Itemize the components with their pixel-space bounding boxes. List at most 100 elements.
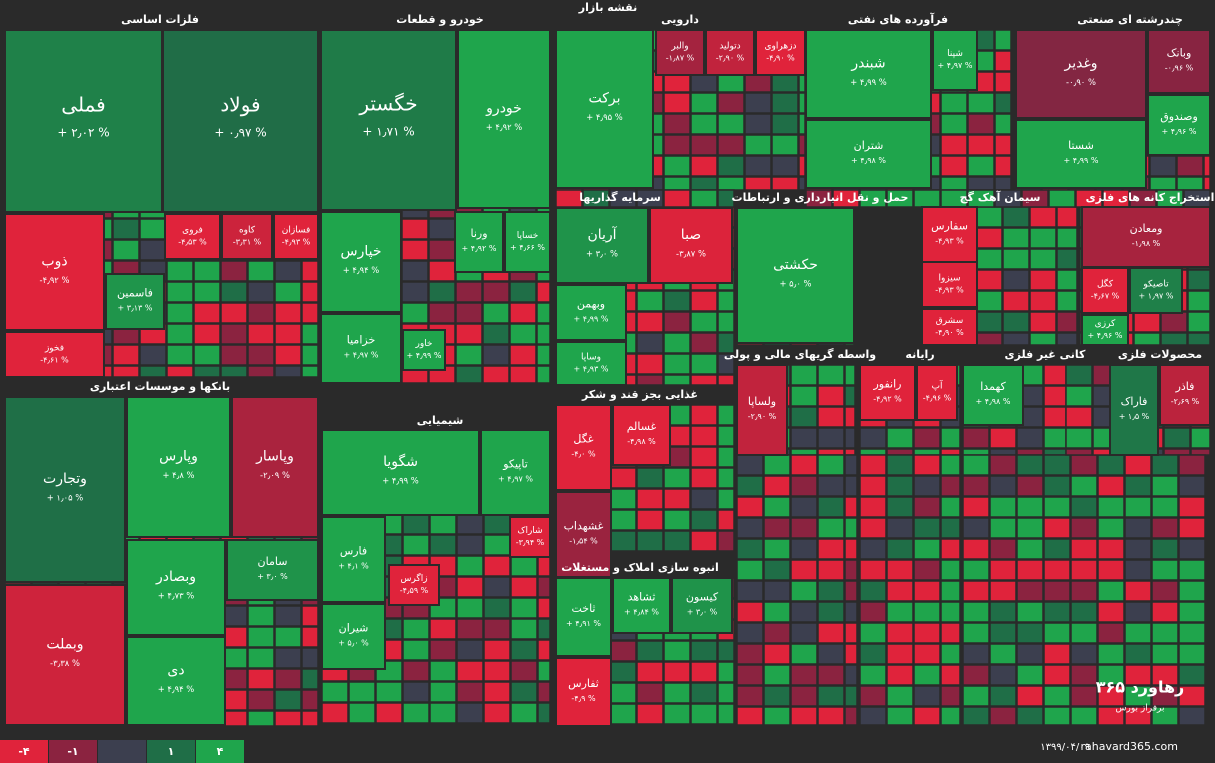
tile: تاصیکو + ۱٫۹۷ % (1129, 267, 1183, 314)
filler-cell (1097, 643, 1125, 665)
filler-cell (1178, 538, 1206, 560)
date: ۱۳۹۹/۰۴/۰۹ (1040, 742, 1090, 753)
tile-rect (1109, 364, 1159, 456)
filler-cell (913, 580, 941, 602)
tile: ولساپا -۲٫۹۰ % (736, 364, 788, 456)
tile-name: شاراک (517, 525, 542, 536)
filler-cell (967, 134, 995, 156)
filler-cell (509, 365, 537, 384)
tile-change: + ۱٫۹۷ % (1139, 291, 1174, 300)
tile-rect (805, 119, 932, 189)
tile-name: خودرو (485, 101, 522, 117)
filler-cell (456, 618, 484, 640)
tile: سشرق -۴٫۹۰ % (921, 308, 978, 346)
tile-rect (555, 284, 627, 341)
tile-name: ثفارس (568, 677, 599, 690)
filler-cell (1029, 227, 1057, 249)
filler-cell (940, 559, 961, 581)
filler-cell (348, 702, 376, 724)
filler-cell (166, 281, 194, 303)
tile-name: وبملت (46, 637, 83, 653)
filler-cell (456, 681, 484, 703)
filler-cell (636, 488, 664, 510)
filler-cell (663, 113, 691, 135)
tile-rect (932, 29, 978, 91)
filler-cell (1097, 454, 1125, 476)
filler-cell (736, 538, 764, 560)
filler-cell (1056, 248, 1078, 270)
filler-cell (717, 311, 735, 333)
filler-cell (989, 448, 1017, 456)
filler-cell (798, 92, 806, 114)
filler-cell (798, 155, 806, 177)
filler-cell (663, 661, 691, 683)
tile-change: -۴٫۹ % (571, 694, 596, 703)
tile-name: خاور (415, 339, 433, 349)
filler-cell (220, 281, 248, 303)
filler-cell (989, 706, 1017, 726)
filler-cell (790, 685, 818, 707)
tile-name: آریان (587, 226, 617, 243)
filler-cell (763, 496, 791, 518)
filler-cell (510, 660, 538, 682)
filler-cell (274, 344, 302, 366)
filler-cell (663, 703, 691, 725)
filler-cell (301, 260, 319, 282)
sector-title: شیمیایی (417, 414, 464, 427)
tile-change: -۰٫۹۰ % (1066, 77, 1096, 87)
tile-rect (321, 429, 480, 516)
filler-cell (790, 601, 818, 623)
filler-cell (817, 706, 845, 726)
filler-cell (537, 618, 551, 640)
legend-swatch (196, 740, 244, 763)
filler-cell (401, 260, 429, 282)
tile-change: -۴٫۹۲ % (873, 395, 902, 404)
filler-cell (1163, 427, 1191, 449)
filler-cell (1070, 496, 1098, 518)
tile-name: وصندوق (1160, 110, 1198, 123)
tile: غگل -۴٫۰ % (555, 404, 612, 491)
filler-cell (940, 538, 961, 560)
legend-swatch (147, 740, 195, 763)
tile-change: + ۴٫۹۴ % (343, 265, 380, 275)
legend-label: -۱ (67, 745, 78, 758)
filler-cell (962, 664, 990, 686)
filler-cell (1065, 406, 1093, 428)
filler-cell (1187, 332, 1211, 346)
filler-cell (483, 513, 511, 535)
tile: آریان + ۳٫۰ % (555, 207, 649, 284)
filler-cell (509, 302, 537, 324)
filler-cell (736, 496, 764, 518)
tile-rect (4, 396, 126, 583)
filler-cell (736, 664, 764, 686)
filler-cell (1097, 622, 1125, 644)
filler-cell (1178, 685, 1206, 707)
filler-cell (859, 664, 887, 686)
filler-cell (1097, 706, 1125, 726)
filler-cell (301, 647, 319, 669)
filler-cell (859, 559, 887, 581)
tile-name: کگل (1097, 277, 1114, 289)
tile-rect (164, 213, 221, 260)
filler-cell (1149, 155, 1177, 177)
filler-cell (1151, 496, 1179, 518)
tile-change: + ۱٫۷۱ % (362, 125, 414, 139)
tile-change: + ۴٫۹۴ % (158, 684, 195, 694)
filler-cell (1190, 448, 1211, 456)
tile-change: -۴٫۹۰ % (935, 328, 964, 337)
filler-cell (455, 281, 483, 303)
tile: تاپیکو + ۴٫۹۷ % (480, 429, 551, 516)
filler-cell (274, 710, 302, 727)
filler-cell (609, 640, 637, 662)
filler-cell (1124, 601, 1152, 623)
filler-cell (717, 404, 735, 426)
tile-name: برکت (588, 91, 620, 107)
filler-cell (817, 559, 845, 581)
filler-cell (510, 702, 538, 724)
filler-cell (1043, 406, 1067, 428)
filler-cell (1043, 622, 1071, 644)
filler-cell (301, 605, 319, 627)
filler-cell (886, 538, 914, 560)
tile: آپ -۴٫۹۶ % (916, 364, 958, 421)
tile-change: + ۴٫۹۹ % (1064, 156, 1099, 165)
